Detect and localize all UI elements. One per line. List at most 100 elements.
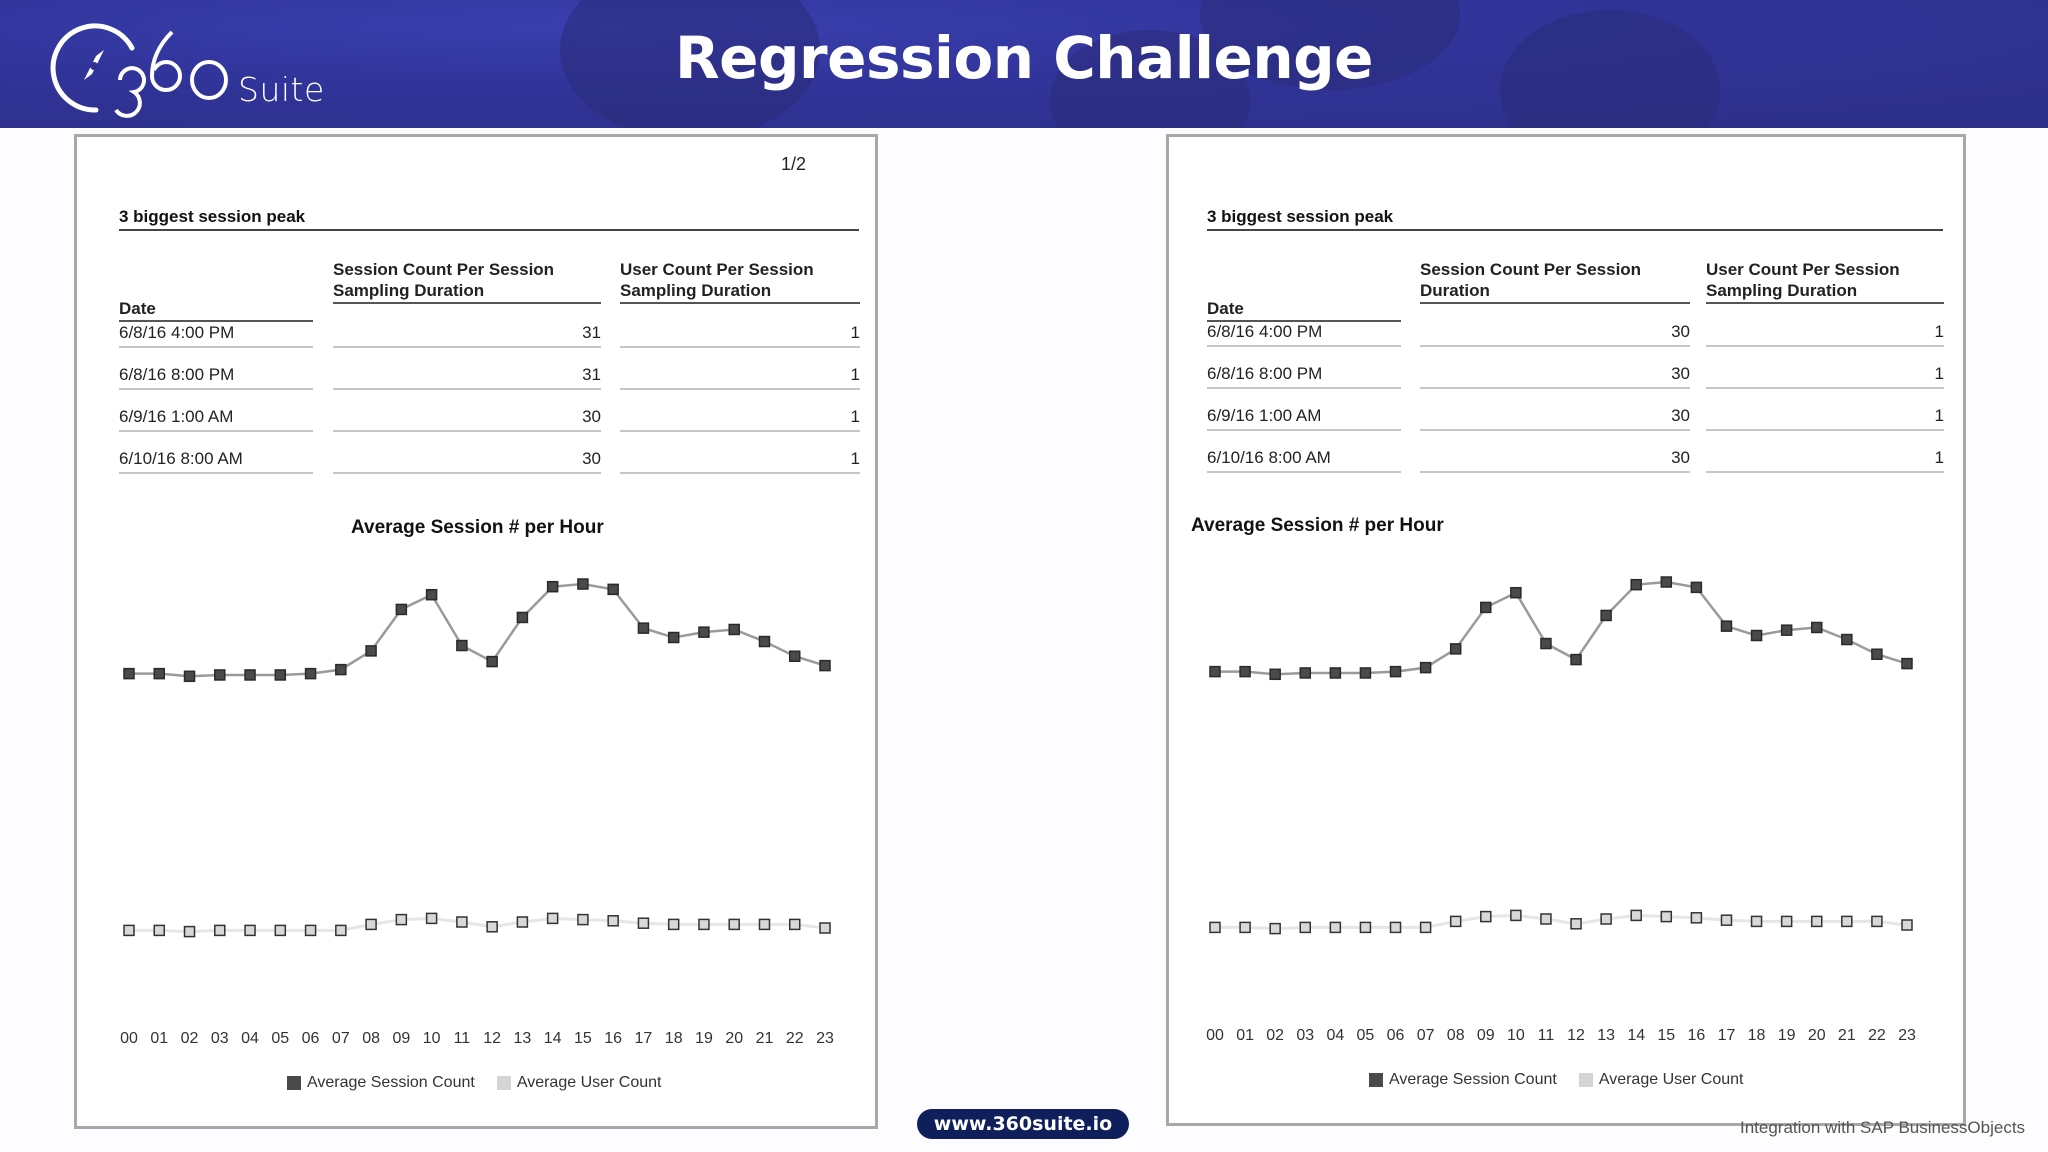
data-point-marker [244, 924, 256, 937]
data-point-marker [183, 670, 196, 683]
line-chart: 00 01 02 03 04 05 06 07 08 09 10 11 12 13 14 15 16 17 18 19… [1206, 576, 1916, 1044]
x-axis-tick-label: 21 [756, 1030, 774, 1047]
legend-label-user: Average User Count [1598, 1071, 1744, 1088]
series-line [129, 916, 826, 934]
data-point-marker [365, 918, 377, 931]
x-axis-tick-label: 15 [1657, 1027, 1675, 1044]
cell-user: 1 [1706, 363, 1944, 389]
x-axis-tick-label: 13 [513, 1030, 531, 1047]
x-axis-tick-label: 12 [483, 1030, 501, 1047]
cell-session: 31 [333, 364, 601, 390]
x-axis-tick-label: 20 [1808, 1027, 1826, 1044]
x-axis-tick-label: 01 [150, 1030, 168, 1047]
data-point-marker [1359, 667, 1372, 679]
x-axis-tick-label: 03 [1296, 1027, 1314, 1044]
chart-title: Average Session # per Hour [351, 517, 604, 538]
section-title: 3 biggest session peak [1207, 207, 1943, 231]
report-page-right: 3 biggest session peak Date Session Coun… [1166, 134, 1966, 1126]
cell-session: 30 [333, 406, 601, 432]
data-point-marker [214, 669, 226, 681]
data-point-marker [728, 918, 740, 931]
data-point-marker [607, 583, 619, 596]
data-point-marker [1600, 609, 1612, 622]
data-point-marker [1449, 915, 1462, 928]
x-axis-tick-label: 00 [120, 1030, 138, 1047]
cell-session: 30 [1420, 363, 1690, 389]
data-point-marker [1419, 661, 1432, 674]
column-header-user-count: User Count Per Session Sampling Duration [620, 259, 860, 304]
x-axis-tick-label: 22 [1868, 1027, 1886, 1044]
x-axis-tick-label: 19 [1778, 1027, 1796, 1044]
data-point-marker [1750, 915, 1763, 928]
x-axis-tick-label: 22 [786, 1030, 804, 1047]
cell-user: 1 [620, 448, 860, 474]
data-point-marker [1600, 913, 1612, 925]
legend-label-session: Average Session Count [1389, 1071, 1557, 1088]
data-point-marker [577, 578, 589, 590]
cell-date: 6/8/16 8:00 PM [1207, 363, 1401, 389]
x-axis-tick-label: 06 [302, 1030, 320, 1047]
data-point-marker [698, 626, 710, 638]
data-point-marker [1570, 653, 1582, 666]
x-axis-tick-label: 10 [1507, 1027, 1525, 1044]
x-axis-tick-label: 01 [1236, 1027, 1254, 1044]
chart-legend: Average Session Count Average User Count [1369, 1071, 1743, 1089]
data-point-marker [214, 924, 226, 937]
x-axis-tick-label: 00 [1206, 1027, 1224, 1044]
data-point-marker [516, 611, 529, 624]
x-axis-tick-label: 07 [1417, 1027, 1435, 1044]
x-axis-tick-label: 02 [181, 1030, 199, 1047]
data-point-marker [486, 655, 498, 668]
data-point-marker [1389, 921, 1402, 934]
logo-icon [50, 23, 228, 118]
chart-title: Average Session # per Hour [1191, 515, 1444, 536]
x-axis-tick-label: 09 [392, 1030, 410, 1047]
data-point-marker [667, 918, 680, 931]
data-point-marker [819, 922, 831, 934]
data-point-marker [1690, 581, 1703, 594]
data-point-marker [516, 916, 529, 928]
data-point-marker [1329, 921, 1342, 934]
column-header-date: Date [119, 277, 313, 322]
data-point-marker [425, 588, 438, 601]
data-point-marker [486, 921, 498, 933]
series-line [1215, 913, 1908, 931]
data-point-marker [1630, 578, 1642, 591]
x-axis-tick-label: 03 [211, 1030, 229, 1047]
data-point-marker [1209, 921, 1221, 934]
data-point-marker [1720, 914, 1733, 926]
page-number: 1/2 [781, 154, 807, 174]
x-axis-tick-label: 08 [362, 1030, 380, 1047]
x-axis-tick-label: 04 [1326, 1027, 1344, 1044]
data-point-marker [425, 912, 438, 925]
cell-session: 30 [333, 448, 601, 474]
data-point-marker [335, 663, 347, 676]
x-axis-tick-label: 02 [1266, 1027, 1284, 1044]
website-link[interactable]: www.360suite.io [917, 1109, 1129, 1139]
data-point-marker [819, 659, 831, 672]
x-axis-tick-label: 13 [1597, 1027, 1615, 1044]
x-axis-tick-label: 18 [665, 1030, 683, 1047]
data-point-marker [1540, 913, 1552, 925]
x-axis-tick-label: 18 [1748, 1027, 1766, 1044]
data-point-marker [123, 667, 135, 680]
x-axis-tick-label: 19 [695, 1030, 713, 1047]
cell-date: 6/8/16 8:00 PM [119, 364, 313, 390]
x-axis-tick-label: 08 [1447, 1027, 1465, 1044]
data-point-marker [1209, 665, 1221, 678]
legend-label-session: Average Session Count [307, 1074, 475, 1091]
data-point-marker [637, 622, 650, 634]
data-point-marker [1449, 643, 1462, 655]
data-point-marker [728, 623, 740, 636]
column-header-session-count: Session Count Per Session Duration [1420, 259, 1690, 304]
footer-note: Integration with SAP BusinessObjects [1740, 1118, 2026, 1137]
data-point-marker [1750, 629, 1763, 642]
data-point-marker [546, 580, 559, 593]
x-axis-tick-label: 10 [423, 1030, 441, 1047]
data-point-marker [788, 918, 801, 931]
data-point-marker [1630, 909, 1642, 922]
series-line [129, 582, 826, 678]
cell-session: 30 [1420, 447, 1690, 473]
data-point-marker [577, 913, 589, 926]
x-axis-tick-label: 15 [574, 1030, 592, 1047]
